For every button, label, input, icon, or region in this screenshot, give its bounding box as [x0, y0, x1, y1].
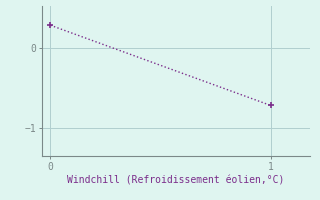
- X-axis label: Windchill (Refroidissement éolien,°C): Windchill (Refroidissement éolien,°C): [67, 176, 285, 186]
